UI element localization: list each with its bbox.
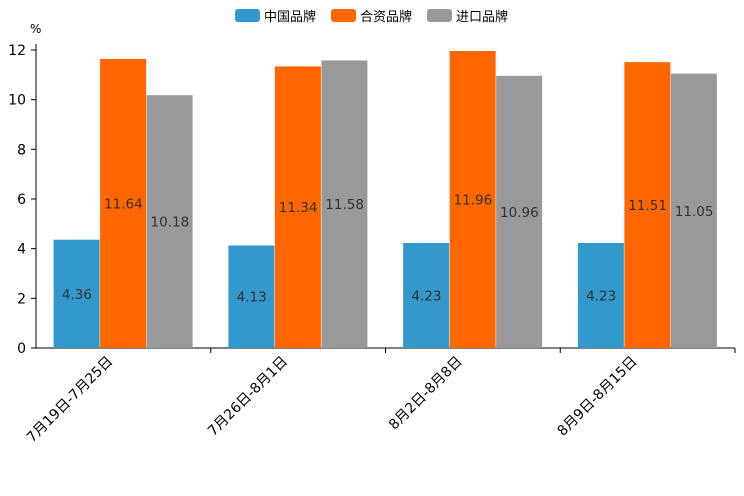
legend-item[interactable]: 进口品牌 (427, 9, 508, 25)
x-tick-label: 7月26日-8月1日 (205, 354, 291, 440)
bar-1-2 (228, 245, 275, 348)
data-label: 4.23 (411, 288, 441, 304)
y-tick-label: 8 (17, 142, 26, 158)
y-tick-label: 6 (17, 192, 26, 208)
bar-3-1 (146, 95, 193, 349)
y-tick-label: 2 (17, 291, 26, 307)
y-tick-label: 12 (8, 43, 26, 59)
x-tick-label: 7月19日-7月25日 (24, 354, 116, 446)
data-label: 4.36 (62, 287, 92, 303)
legend-item[interactable]: 中国品牌 (235, 9, 316, 25)
bar-1-4 (577, 242, 624, 348)
data-label: 11.96 (454, 192, 493, 208)
legend-swatch (427, 9, 452, 22)
legend-label: 中国品牌 (264, 9, 316, 25)
x-tick-labels: 7月19日-7月25日 7月26日-8月1日 8月2日-8月8日 8月9日-8月15日 (24, 354, 641, 446)
legend-swatch (235, 9, 260, 22)
data-label: 4.13 (237, 290, 267, 306)
legend-swatch (331, 9, 356, 22)
y-tick-label: 4 (17, 242, 26, 258)
data-label: 11.64 (104, 196, 143, 212)
data-labels: 4.36 11.64 10.18 4.13 11.34 11.58 4.23 11.96 10.… (62, 192, 714, 305)
bars (53, 50, 717, 349)
data-label: 11.58 (325, 197, 364, 213)
bar-1-3 (403, 242, 450, 348)
data-label: 4.23 (586, 288, 616, 304)
legend-label: 进口品牌 (456, 9, 508, 25)
legend-label: 合资品牌 (360, 9, 412, 25)
data-label: 10.18 (151, 215, 190, 231)
bar-1-1 (53, 239, 100, 348)
legend-item[interactable]: 合资品牌 (331, 9, 412, 25)
bar-3-2 (321, 60, 368, 349)
data-label: 10.96 (500, 205, 539, 221)
y-axis-unit-label: % (30, 22, 41, 36)
data-label: 11.51 (628, 198, 667, 214)
y-tick-label: 0 (17, 341, 26, 357)
y-tick-label: 10 (8, 93, 26, 109)
data-label: 11.34 (279, 200, 318, 216)
x-tick-label: 8月2日-8月8日 (386, 354, 466, 434)
bar-3-4 (670, 73, 717, 348)
legend: 中国品牌 合资品牌 进口品牌 (235, 9, 508, 25)
bar-3-3 (496, 75, 543, 349)
bar-2-1 (100, 58, 147, 348)
bar-2-2 (274, 66, 321, 348)
data-label: 11.05 (675, 204, 714, 220)
bar-2-4 (624, 62, 671, 348)
x-tick-label: 8月9日-8月15日 (554, 354, 640, 440)
bar-2-3 (449, 50, 496, 348)
